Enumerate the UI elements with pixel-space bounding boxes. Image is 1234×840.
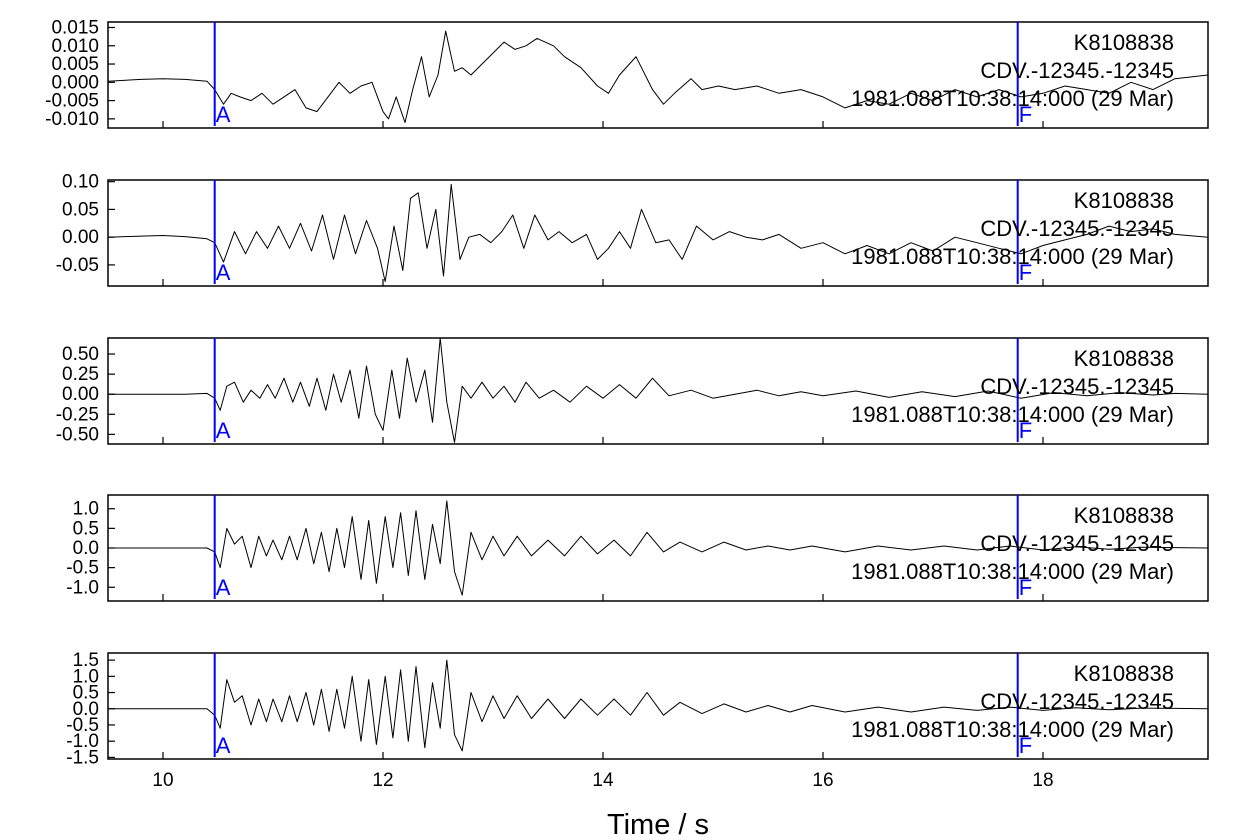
seismic-trace [108,338,1208,443]
pick-label-f: F [1019,260,1032,285]
y-tick-label: 0.00 [62,384,99,405]
y-tick-label: 0.0 [73,699,99,720]
station-label: K8108838 [1074,661,1174,686]
panel-frame [107,652,1209,760]
y-tick-label: -0.50 [56,424,99,445]
x-tick-label: 12 [372,770,393,791]
y-tick-label: 0.5 [73,518,99,539]
y-tick-label: -0.25 [56,404,99,425]
x-axis-label: Time / s [607,809,709,840]
y-tick-label: 0.005 [51,54,99,75]
y-tick-label: 0.50 [62,344,99,365]
pick-label-f: F [1019,418,1032,443]
channel-label: CDV.-12345.-12345 [980,58,1174,83]
y-tick-label: 1.0 [73,499,99,520]
channel-label: CDV.-12345.-12345 [980,689,1174,714]
start-time-label: 1981.088T10:38:14:000 (29 Mar) [851,559,1174,584]
y-tick-label: -1.0 [66,577,99,598]
y-tick-label: 0.010 [51,36,99,57]
start-time-label: 1981.088T10:38:14:000 (29 Mar) [851,244,1174,269]
station-label: K8108838 [1074,30,1174,55]
y-tick-label: -0.5 [66,558,99,579]
y-tick-label: 0.015 [51,17,99,38]
panel-frame [107,337,1209,445]
y-tick-label: 1.5 [73,650,99,671]
x-tick-label: 14 [592,770,614,791]
start-time-label: 1981.088T10:38:14:000 (29 Mar) [851,86,1174,111]
y-tick-label: 0.05 [62,199,99,220]
x-tick-label: 16 [812,770,833,791]
channel-label: CDV.-12345.-12345 [980,531,1174,556]
start-time-label: 1981.088T10:38:14:000 (29 Mar) [851,402,1174,427]
station-label: K8108838 [1074,188,1174,213]
pick-label-a: A [216,418,231,443]
trace-panel-5: -1.5-1.0-0.50.00.51.01.5 10 12 14 16 18 A F K810… [66,650,1209,791]
trace-panel-2: -0.05 0.00 0.05 0.10 A F K8108838 CDV.-12345.-1… [56,172,1209,287]
station-label: K8108838 [1074,346,1174,371]
seismic-trace [108,183,1208,283]
seismic-trace [108,500,1208,596]
pick-label-f: F [1019,102,1032,127]
y-tick-label: -0.010 [45,109,99,130]
y-tick-label: -0.005 [45,91,99,112]
pick-label-f: F [1019,733,1032,758]
y-tick-label: 0.000 [51,72,99,93]
pick-label-a: A [216,102,231,127]
y-tick-label: 0.10 [62,172,99,193]
channel-label: CDV.-12345.-12345 [980,216,1174,241]
y-tick-label: -0.5 [66,715,99,736]
y-tick-label: 0.00 [62,227,99,248]
channel-label: CDV.-12345.-12345 [980,374,1174,399]
x-tick-label: 10 [152,770,173,791]
panel-frame [107,179,1209,287]
y-tick-label: 0.5 [73,683,99,704]
y-tick-label: 1.0 [73,666,99,687]
station-label: K8108838 [1074,503,1174,528]
start-time-label: 1981.088T10:38:14:000 (29 Mar) [851,717,1174,742]
y-tick-label: -1.5 [66,747,99,768]
y-tick-label: -0.05 [56,255,99,276]
pick-label-a: A [216,575,231,600]
pick-label-a: A [216,260,231,285]
pick-label-f: F [1019,575,1032,600]
pick-label-a: A [216,733,231,758]
trace-panel-4: -1.0-0.50.00.51.0 A F K8108838 CDV.-12345.-1… [66,494,1209,602]
x-tick-label: 18 [1032,770,1053,791]
trace-panel-3: -0.50-0.250.000.250.50 A F K8108838 CDV.-123… [56,337,1209,445]
seismic-trace [108,659,1208,752]
y-tick-label: 0.0 [73,538,99,559]
y-tick-label: -1.0 [66,731,99,752]
y-tick-label: 0.25 [62,364,99,385]
seismic-trace [108,30,1208,123]
